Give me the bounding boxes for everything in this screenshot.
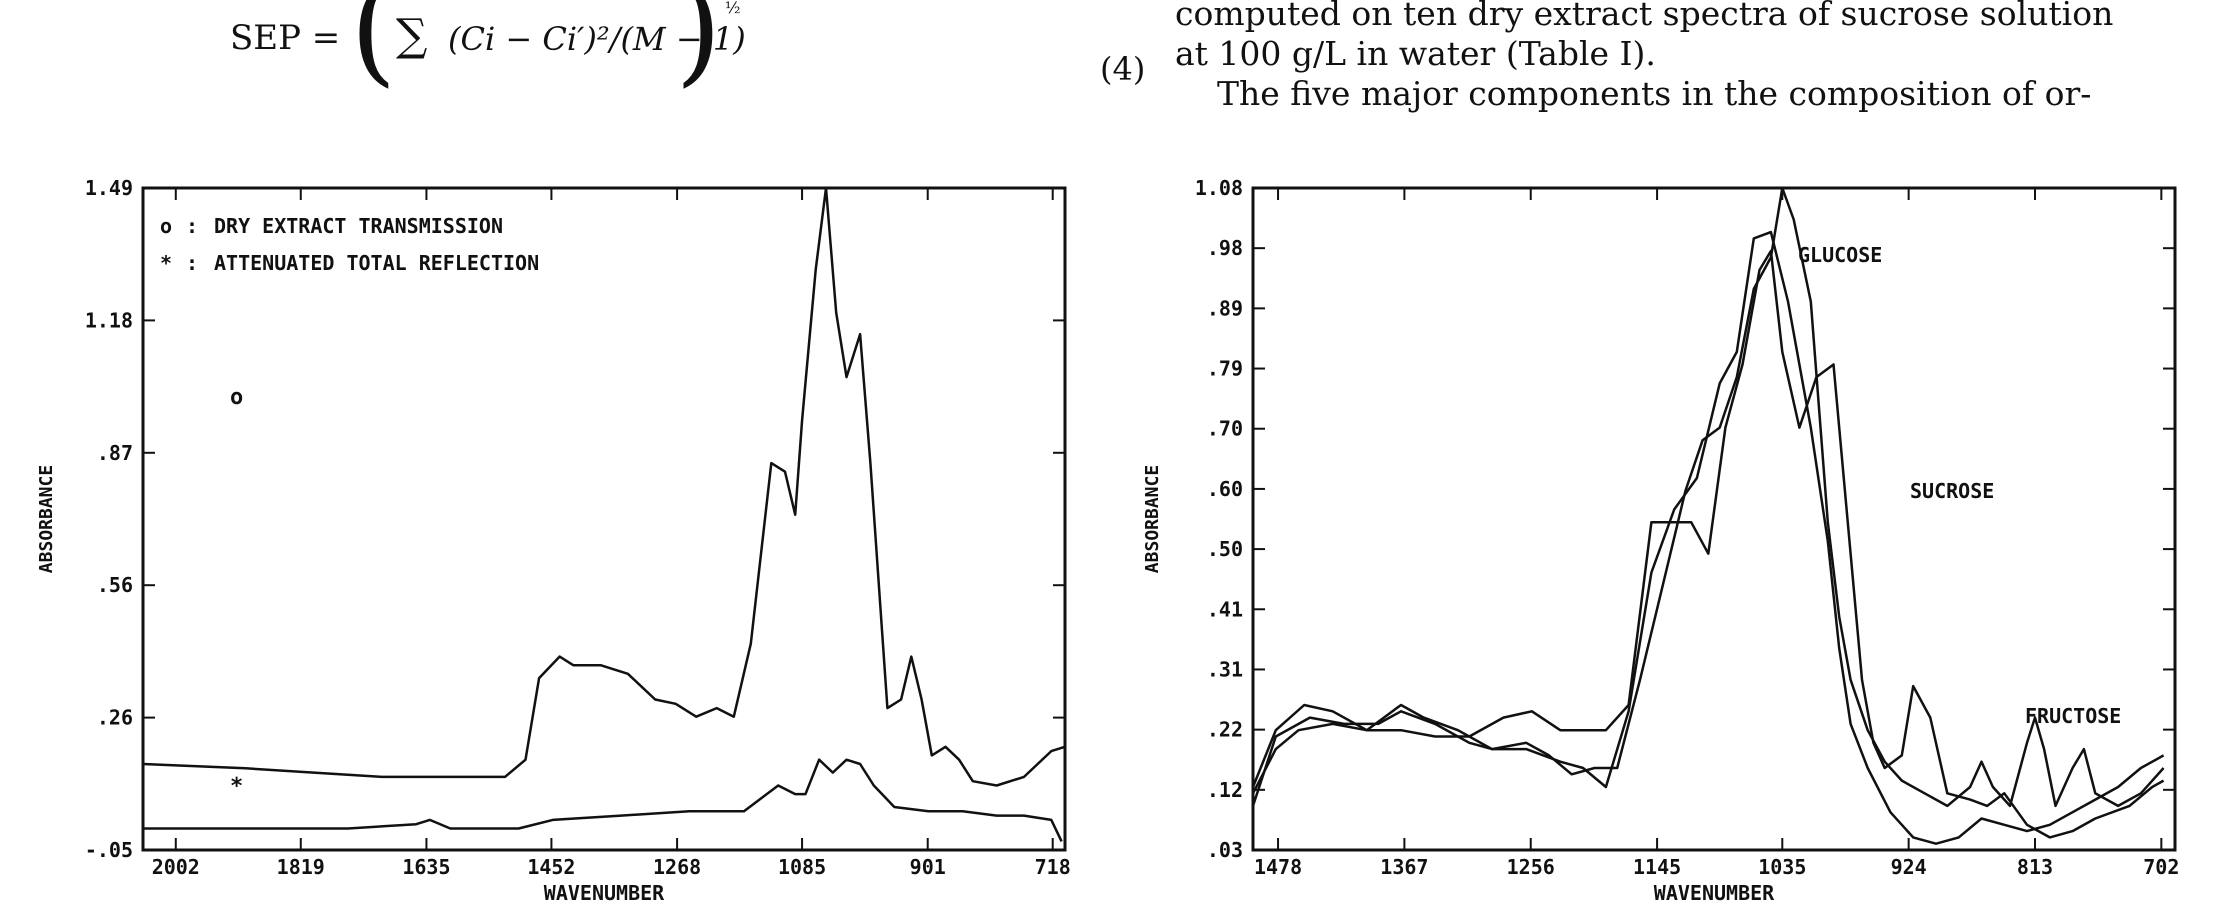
series-line-attenuated-total-reflection: [143, 758, 1063, 842]
x-tick-label: 1085: [778, 855, 826, 879]
x-tick-label: 1256: [1507, 855, 1555, 879]
x-tick-label: 924: [1891, 855, 1927, 879]
x-tick-label: 1452: [527, 855, 575, 879]
sum-symbol: ∑: [396, 10, 428, 61]
plot-frame: [1251, 186, 2177, 852]
equation-body: (Ci − Ci′)²/(M − 1): [448, 20, 746, 58]
y-tick-label: .70: [1207, 417, 1243, 441]
y-tick-label: .31: [1207, 657, 1243, 681]
series-line-fructose: [1251, 186, 2165, 808]
equation-4: SEP = ( ∑ (Ci − Ci′)²/(M − 1) ) ½ (4): [230, 0, 1145, 130]
legend-sep: :: [186, 214, 198, 238]
y-tick-label: 1.08: [1195, 176, 1243, 200]
spectrum-chart-left: 1.49 1.18 .87 .56 .26 -.05 2002 1819 1635 1452 12…: [36, 176, 1071, 905]
series-line-sucrose: [1251, 249, 2165, 839]
y-tick-label: .03: [1207, 838, 1243, 862]
y-tick-label: .79: [1207, 357, 1243, 381]
y-tick-label: -.05: [85, 838, 133, 862]
x-tick-label: 901: [910, 855, 946, 879]
series-marker-star: *: [230, 774, 243, 799]
annotation-glucose: GLUCOSE: [1798, 243, 1882, 267]
series-marker-o: o: [230, 385, 243, 410]
y-tick-label: .26: [97, 706, 133, 730]
text-line: at 100 g/L in water (Table I).: [1175, 34, 1656, 73]
spectrum-chart-right: 1.08 .98 .89 .79 .70 .60 .50 .41 .31 .22 .12 .03 14…: [1142, 176, 2179, 905]
x-tick-label: 1035: [1758, 855, 1806, 879]
legend-sep: :: [186, 251, 198, 275]
x-tick-label: 702: [2143, 855, 2179, 879]
legend-label-atr: ATTENUATED TOTAL REFLECTION: [214, 251, 539, 275]
plot-frame: [141, 186, 1067, 852]
x-tick-label: 813: [2017, 855, 2053, 879]
y-tick-label: .22: [1207, 718, 1243, 742]
x-axis-label: WAVENUMBER: [544, 881, 665, 905]
equation-exponent: ½: [725, 0, 741, 17]
annotation-fructose: FRUCTOSE: [2025, 704, 2121, 728]
y-tick-label: .50: [1207, 537, 1243, 561]
legend-marker-star: *: [160, 251, 172, 275]
y-tick-label: .89: [1207, 296, 1243, 320]
y-axis-label: ABSORBANCE: [1142, 465, 1163, 573]
y-tick-label: .12: [1207, 778, 1243, 802]
body-text: computed on ten dry extract spectra of s…: [1175, 0, 2215, 114]
y-tick-label: .60: [1207, 477, 1243, 501]
y-tick-label: .98: [1207, 236, 1243, 260]
y-tick-label: .87: [97, 441, 133, 465]
annotation-sucrose: SUCROSE: [1910, 479, 1994, 503]
x-tick-label: 2002: [152, 855, 200, 879]
x-tick-label: 1635: [402, 855, 450, 879]
text-line: The five major components in the composi…: [1217, 74, 2092, 113]
equation-number: (4): [1100, 50, 1146, 88]
x-tick-label: 1367: [1380, 855, 1428, 879]
y-tick-label: .41: [1207, 597, 1243, 621]
y-tick-label: 1.18: [85, 308, 133, 332]
y-tick-label: 1.49: [85, 176, 133, 200]
x-tick-label: 1268: [653, 855, 701, 879]
x-tick-label: 1145: [1633, 855, 1681, 879]
x-tick-label: 1819: [277, 855, 325, 879]
equation-lhs: SEP =: [230, 18, 341, 58]
series-line-dry-extract-transmission: [142, 186, 1066, 787]
y-tick-label: .56: [97, 573, 133, 597]
legend-marker-o: o: [160, 214, 172, 238]
y-axis-label: ABSORBANCE: [36, 465, 57, 573]
x-axis-label: WAVENUMBER: [1654, 881, 1775, 905]
x-tick-label: 1478: [1254, 855, 1302, 879]
series-line-glucose: [1251, 230, 2165, 845]
x-tick-label: 718: [1035, 855, 1071, 879]
text-line: computed on ten dry extract spectra of s…: [1175, 0, 2114, 33]
equation-right-paren: ): [675, 0, 722, 99]
equation-left-paren: (: [350, 0, 397, 99]
legend-label-transmission: DRY EXTRACT TRANSMISSION: [214, 214, 503, 238]
